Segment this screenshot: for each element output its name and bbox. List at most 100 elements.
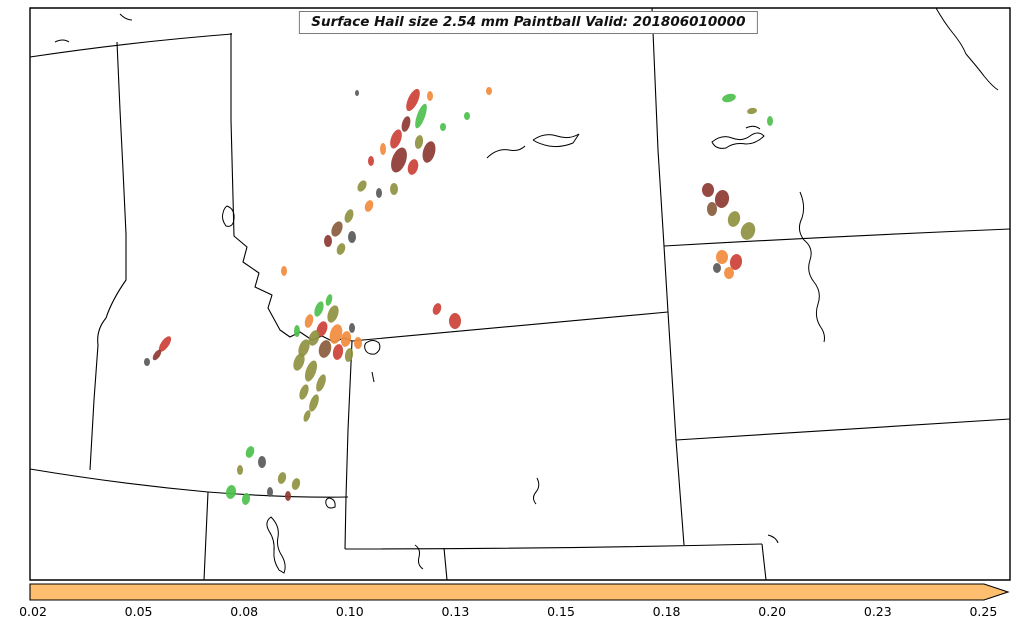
colorbar-tick-label: 0.25 (969, 604, 998, 619)
paintball-blob (158, 336, 172, 352)
paintball-blob (144, 358, 150, 366)
paintball-blob (258, 456, 266, 468)
border-nevada-utah-114w (204, 492, 208, 580)
paintball-blob (293, 353, 305, 371)
green-river-squiggle (415, 545, 423, 569)
platte-river-squiggle (768, 535, 778, 543)
paintball-blob (308, 330, 320, 346)
border-colorado-east-102w (762, 544, 766, 580)
paintball-blob (277, 472, 287, 484)
paintball-blob (486, 87, 492, 95)
border-northdakota-southdakota (664, 229, 1010, 246)
paintball-blob (713, 263, 721, 273)
paintball-blob (390, 183, 398, 195)
paintball-blob (390, 129, 402, 149)
paintball-blob (702, 183, 714, 197)
colorbar-tick-label: 0.05 (124, 604, 153, 619)
border-41n-wyoming-colorado (345, 544, 762, 549)
paintball-blob (349, 323, 355, 333)
paintball-blob (340, 331, 352, 347)
paintball-blob (298, 339, 310, 357)
paintball-blob (364, 200, 374, 212)
paintball-blob (344, 348, 354, 362)
devils-lake (746, 126, 760, 129)
state-borders (30, 8, 1010, 580)
paintball-blob (432, 303, 442, 315)
border-montana-idaho (231, 33, 352, 342)
colorbar-ticks: 0.02 0.05 0.08 0.10 0.13 0.15 0.18 0.20 0.23 0.25 (0, 604, 1036, 628)
map-frame (30, 8, 1010, 580)
border-104w-meridian (652, 8, 684, 545)
water-features (55, 8, 998, 573)
colorbar-tick-label: 0.18 (652, 604, 681, 619)
paintball-blob (357, 180, 367, 192)
paintball-blob (225, 485, 237, 499)
paintball-blob (299, 384, 309, 400)
paintball-blob (336, 243, 346, 255)
paintball-blob (245, 446, 255, 458)
paintball-blob (714, 190, 730, 208)
colorbar-tick-label: 0.15 (547, 604, 575, 619)
paintball-blob (464, 112, 470, 120)
yellowstone-lake (365, 341, 380, 355)
bear-lake (326, 498, 335, 508)
paintball-blob (427, 91, 433, 101)
paintball-blob (354, 337, 362, 349)
border-canada-49n (30, 34, 232, 57)
paintball-blob (727, 211, 741, 227)
border-idaho-west (90, 42, 126, 470)
paintball-blob (407, 159, 419, 175)
paintball-blob (376, 188, 382, 198)
paintball-blob (355, 90, 359, 96)
paintball-blob (318, 340, 332, 358)
paintball-blob (294, 325, 300, 337)
border-montana-wyoming-45n (352, 312, 668, 341)
paintball-blob (391, 147, 407, 173)
great-salt-lake (267, 517, 285, 573)
colorbar-tick-label: 0.10 (335, 604, 364, 619)
paintball-blob (415, 103, 427, 129)
paintball-blob (380, 143, 386, 155)
paintball-blob (285, 491, 291, 501)
paintball-blob (729, 254, 743, 270)
paintball-blob (303, 410, 311, 422)
colorbar-tick-label: 0.02 (19, 604, 47, 619)
paintball-blob (406, 88, 420, 112)
paintball-blob (722, 93, 736, 103)
paintball-blob (237, 465, 243, 475)
lake-sakakawea (712, 133, 764, 148)
paintball-blob (325, 294, 333, 306)
paintball-blob (329, 324, 343, 344)
paintball-blob (422, 141, 436, 163)
paintball-blob (332, 344, 344, 360)
paintball-blobs (144, 87, 773, 505)
missouri-river-sd (799, 192, 824, 342)
paintball-blob (324, 235, 332, 247)
paintball-blob (401, 116, 411, 132)
paintball-blob (241, 493, 251, 505)
paintball-blob (327, 305, 339, 323)
plot-title: Surface Hail size 2.54 mm Paintball Vali… (299, 11, 758, 34)
colorbar (30, 584, 1008, 600)
paintball-blob (316, 374, 326, 392)
colorbar-tick-label: 0.23 (863, 604, 892, 619)
fort-peck-lake-west (487, 146, 525, 158)
paintball-blob (707, 202, 717, 216)
paintball-blob (304, 360, 318, 382)
border-wyoming-west-111w (345, 341, 352, 549)
paintball-blob (309, 394, 319, 412)
paintball-blob (316, 321, 328, 337)
paintball-blob (414, 135, 424, 149)
paintball-blob (449, 313, 461, 329)
paintball-blob (767, 116, 773, 126)
colorbar-tick-label: 0.08 (230, 604, 259, 619)
canada-lake-squiggle-1 (55, 40, 69, 42)
jackson-lake (372, 372, 374, 382)
colorbar-tick-label: 0.20 (758, 604, 787, 619)
paintball-blob (281, 266, 287, 276)
paintball-blob (304, 314, 314, 328)
border-southdakota-nebraska (676, 419, 1010, 440)
colorado-river-squiggle (534, 478, 539, 504)
canada-lake-squiggle-2 (120, 14, 132, 20)
fort-peck-lake-east (533, 134, 579, 147)
